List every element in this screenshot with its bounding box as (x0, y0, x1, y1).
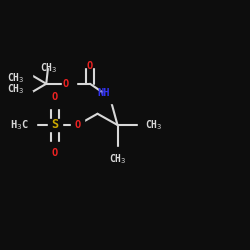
Text: O: O (74, 120, 80, 130)
Text: O: O (52, 148, 58, 158)
Bar (42, 56, 56, 67)
Text: NH: NH (98, 88, 110, 98)
Bar (110, 147, 124, 158)
Bar (48, 97, 62, 108)
Text: CH$_3$: CH$_3$ (8, 82, 25, 96)
Text: O: O (62, 79, 69, 89)
Bar (83, 56, 97, 67)
Text: CH$_3$: CH$_3$ (8, 71, 25, 85)
Bar (103, 92, 117, 103)
Bar (18, 90, 32, 102)
Bar (48, 120, 62, 130)
Text: S: S (52, 118, 59, 132)
Text: O: O (87, 61, 93, 71)
Bar (138, 120, 152, 130)
Bar (48, 142, 62, 153)
Text: H$_3$C: H$_3$C (10, 118, 29, 132)
Bar (62, 78, 76, 89)
Bar (71, 120, 85, 130)
Text: CH$_3$: CH$_3$ (145, 118, 162, 132)
Text: O: O (52, 92, 58, 102)
Text: CH$_3$: CH$_3$ (109, 152, 126, 166)
Bar (22, 120, 36, 130)
Bar (18, 66, 32, 77)
Text: CH$_3$: CH$_3$ (40, 61, 58, 75)
